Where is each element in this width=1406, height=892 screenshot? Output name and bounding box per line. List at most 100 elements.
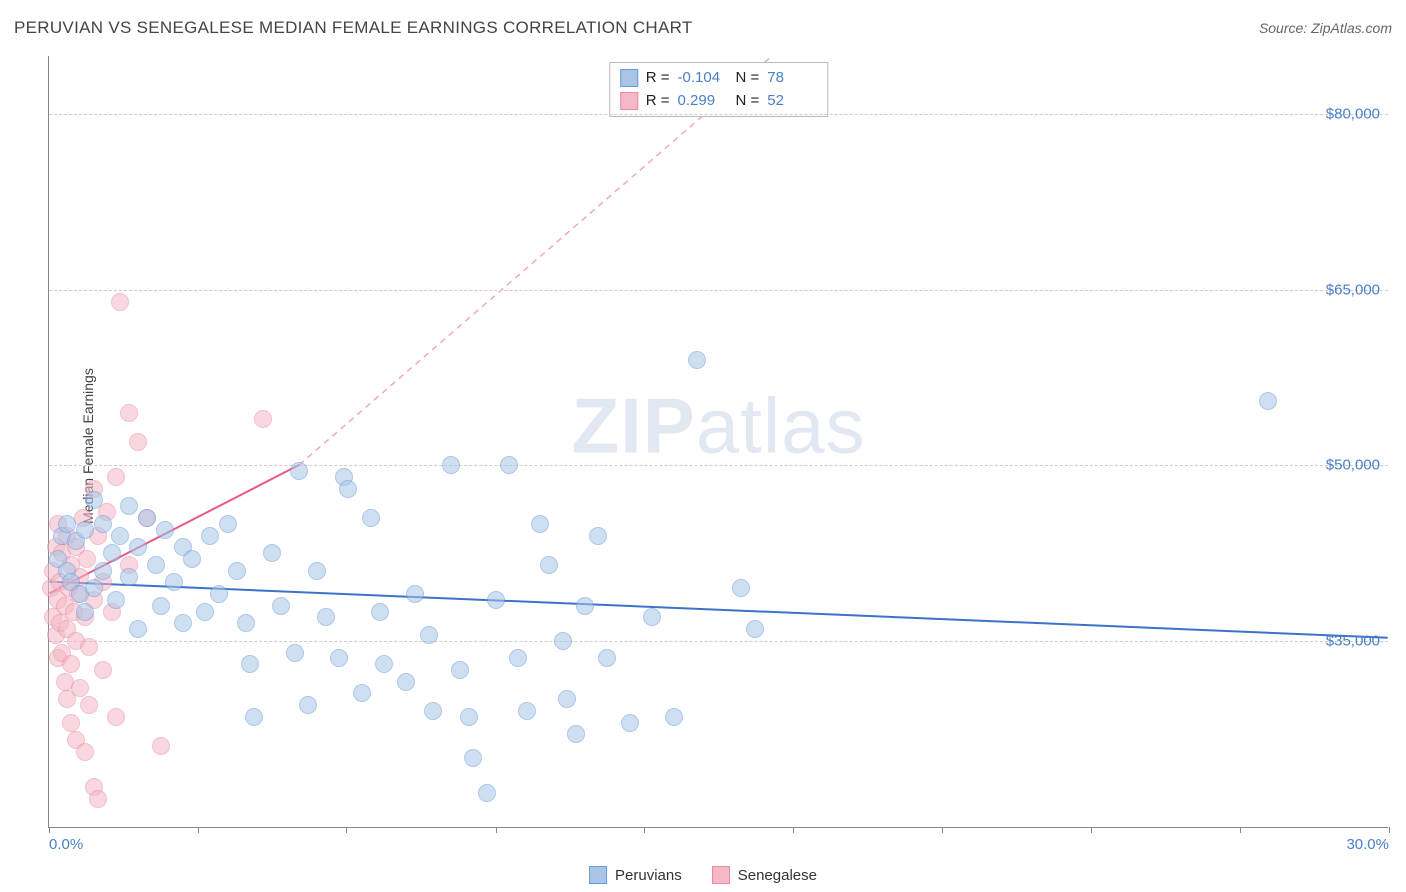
- legend-swatch: [712, 866, 730, 884]
- plot-area: ZIPatlas R = -0.104N = 78R = 0.299N = 52…: [48, 56, 1388, 828]
- data-point: [237, 614, 255, 632]
- data-point: [183, 550, 201, 568]
- data-point: [120, 404, 138, 422]
- x-tick: [942, 827, 943, 833]
- data-point: [120, 568, 138, 586]
- y-tick-label: $35,000: [1326, 632, 1380, 649]
- data-point: [138, 509, 156, 527]
- data-point: [147, 556, 165, 574]
- data-point: [58, 515, 76, 533]
- data-point: [420, 626, 438, 644]
- data-point: [540, 556, 558, 574]
- data-point: [451, 661, 469, 679]
- data-point: [397, 673, 415, 691]
- stats-legend: R = -0.104N = 78R = 0.299N = 52: [609, 62, 829, 117]
- data-point: [353, 684, 371, 702]
- data-point: [129, 538, 147, 556]
- x-tick-label: 0.0%: [49, 836, 83, 853]
- y-tick-label: $65,000: [1326, 281, 1380, 298]
- data-point: [80, 638, 98, 656]
- data-point: [487, 591, 505, 609]
- data-point: [362, 509, 380, 527]
- data-point: [621, 714, 639, 732]
- data-point: [254, 410, 272, 428]
- watermark-rest: atlas: [696, 382, 866, 470]
- data-point: [464, 749, 482, 767]
- data-point: [665, 708, 683, 726]
- data-point: [219, 515, 237, 533]
- data-point: [85, 579, 103, 597]
- data-point: [509, 649, 527, 667]
- x-tick: [346, 827, 347, 833]
- data-point: [174, 614, 192, 632]
- gridline: [49, 290, 1388, 291]
- data-point: [406, 585, 424, 603]
- data-point: [442, 456, 460, 474]
- data-point: [80, 696, 98, 714]
- data-point: [120, 497, 138, 515]
- data-point: [299, 696, 317, 714]
- x-tick: [49, 827, 50, 833]
- data-point: [558, 690, 576, 708]
- series-legend: Peruvians Senegalese: [589, 866, 817, 884]
- legend-swatch: [589, 866, 607, 884]
- data-point: [111, 293, 129, 311]
- data-point: [317, 608, 335, 626]
- data-point: [210, 585, 228, 603]
- legend-item: Senegalese: [712, 866, 817, 884]
- data-point: [111, 527, 129, 545]
- data-point: [272, 597, 290, 615]
- data-point: [107, 468, 125, 486]
- r-value: 0.299: [678, 90, 728, 113]
- data-point: [228, 562, 246, 580]
- x-tick: [1091, 827, 1092, 833]
- x-tick: [793, 827, 794, 833]
- r-label: R =: [646, 67, 670, 90]
- data-point: [94, 562, 112, 580]
- data-point: [598, 649, 616, 667]
- x-tick: [644, 827, 645, 833]
- x-tick: [1389, 827, 1390, 833]
- data-point: [76, 521, 94, 539]
- data-point: [688, 351, 706, 369]
- data-point: [85, 491, 103, 509]
- data-point: [107, 708, 125, 726]
- data-point: [196, 603, 214, 621]
- data-point: [152, 597, 170, 615]
- n-label: N =: [736, 90, 760, 113]
- data-point: [1259, 392, 1277, 410]
- watermark: ZIPatlas: [571, 381, 865, 472]
- legend-swatch: [620, 69, 638, 87]
- data-point: [241, 655, 259, 673]
- data-point: [371, 603, 389, 621]
- data-point: [263, 544, 281, 562]
- data-point: [71, 679, 89, 697]
- n-value: 78: [767, 67, 817, 90]
- legend-item: Peruvians: [589, 866, 682, 884]
- data-point: [589, 527, 607, 545]
- data-point: [576, 597, 594, 615]
- source-name: ZipAtlas.com: [1311, 20, 1392, 36]
- data-point: [500, 456, 518, 474]
- data-point: [308, 562, 326, 580]
- data-point: [62, 714, 80, 732]
- data-point: [290, 462, 308, 480]
- data-point: [567, 725, 585, 743]
- chart-container: PERUVIAN VS SENEGALESE MEDIAN FEMALE EAR…: [0, 0, 1406, 892]
- data-point: [460, 708, 478, 726]
- header: PERUVIAN VS SENEGALESE MEDIAN FEMALE EAR…: [14, 18, 1392, 38]
- data-point: [76, 603, 94, 621]
- data-point: [518, 702, 536, 720]
- data-point: [732, 579, 750, 597]
- data-point: [94, 515, 112, 533]
- data-point: [286, 644, 304, 662]
- gridline: [49, 465, 1388, 466]
- data-point: [375, 655, 393, 673]
- chart-title: PERUVIAN VS SENEGALESE MEDIAN FEMALE EAR…: [14, 18, 693, 38]
- data-point: [554, 632, 572, 650]
- data-point: [62, 655, 80, 673]
- data-point: [107, 591, 125, 609]
- legend-label: Senegalese: [738, 867, 817, 884]
- data-point: [478, 784, 496, 802]
- data-point: [330, 649, 348, 667]
